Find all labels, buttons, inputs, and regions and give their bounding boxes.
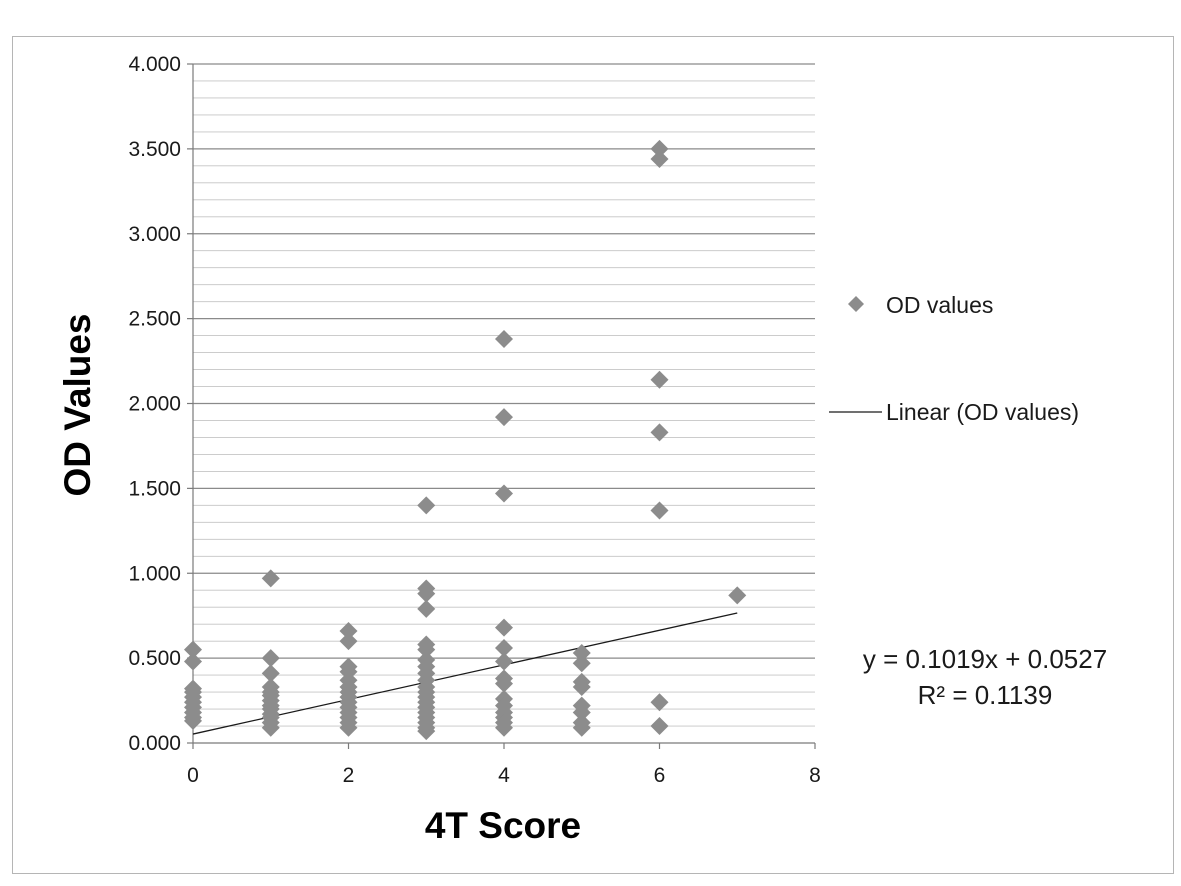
data-points [184, 139, 747, 741]
data-point [339, 632, 358, 651]
data-point [495, 638, 513, 657]
data-point [184, 640, 202, 659]
data-point [417, 640, 436, 659]
data-point [650, 693, 669, 712]
data-point [417, 584, 436, 603]
data-point [572, 718, 591, 737]
x-tick-label: 0 [187, 764, 199, 787]
data-point [417, 599, 436, 618]
data-point [261, 649, 280, 668]
y-tick-label: 2.500 [128, 308, 181, 331]
data-point [261, 718, 280, 737]
data-point [495, 674, 513, 693]
data-point [650, 370, 669, 389]
data-point [495, 329, 513, 348]
legend-item-od-values: OD values [848, 292, 993, 318]
trendline-layer [192, 612, 738, 735]
data-point [339, 621, 358, 640]
x-tick-label: 6 [654, 764, 666, 787]
y-tick-label: 1.000 [128, 562, 181, 585]
data-point [495, 652, 513, 671]
data-point [650, 150, 669, 169]
data-point [417, 496, 436, 515]
y-tick-label: 3.000 [128, 223, 181, 246]
chart-frame [12, 36, 1174, 874]
y-tick-label: 1.500 [128, 477, 181, 500]
data-point [572, 677, 591, 696]
data-point [184, 652, 202, 671]
data-point [261, 664, 280, 683]
data-point [728, 586, 747, 605]
trendline [192, 612, 738, 735]
y-tick-label: 3.500 [128, 138, 181, 161]
y-tick-labels: 0.000 0.500 1.000 1.500 2.000 2.500 3.000 3.500… [128, 53, 181, 755]
legend-diamond-icon [848, 296, 864, 312]
data-point [650, 501, 669, 520]
axes [187, 63, 816, 749]
data-point [650, 139, 669, 158]
x-tick-labels: 0 2 4 6 8 [187, 764, 821, 787]
x-tick-label: 4 [498, 764, 510, 787]
data-point [495, 618, 513, 637]
legend-label-linear: Linear (OD values) [886, 399, 1079, 425]
y-tick-label: 0.000 [128, 732, 181, 755]
data-point [184, 711, 202, 730]
legend-item-linear: Linear (OD values) [829, 399, 1079, 425]
data-point [417, 722, 436, 741]
y-tick-label: 4.000 [128, 53, 181, 76]
y-tick-label: 2.000 [128, 393, 181, 416]
data-point [572, 703, 591, 722]
data-point [261, 569, 280, 588]
data-point [339, 718, 358, 737]
data-point [650, 423, 669, 442]
y-axis-title: OD Values [57, 313, 98, 496]
x-tick-label: 8 [809, 764, 821, 787]
data-point [572, 654, 591, 673]
data-point [572, 644, 591, 663]
data-point [495, 408, 513, 427]
trendline-equation: y = 0.1019x + 0.0527 [863, 644, 1107, 674]
legend: OD values Linear (OD values) [829, 292, 1079, 425]
legend-label-od-values: OD values [886, 292, 993, 318]
x-axis-title: 4T Score [425, 805, 581, 846]
data-point [650, 717, 669, 736]
r-squared-label: R² = 0.1139 [918, 680, 1053, 710]
data-point [495, 718, 513, 737]
y-tick-label: 0.500 [128, 647, 181, 670]
data-point [495, 484, 513, 503]
x-tick-label: 2 [343, 764, 355, 787]
